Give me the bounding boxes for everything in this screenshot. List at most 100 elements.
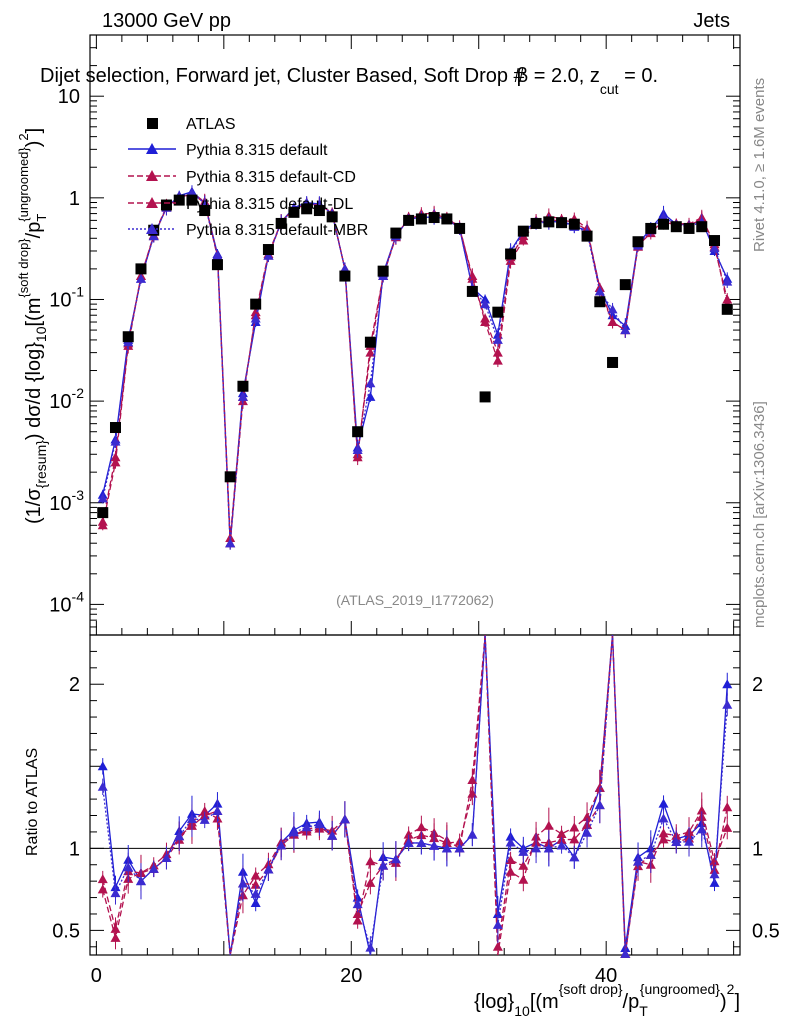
ratio-marker — [237, 878, 248, 888]
ratio-marker — [97, 874, 108, 884]
atlas-point — [441, 213, 453, 225]
legend-label-atlas: ATLAS — [186, 116, 236, 133]
series-line-2 — [102, 193, 728, 539]
atlas-point — [160, 199, 172, 211]
ratio-marker — [250, 888, 261, 898]
atlas-point — [683, 222, 695, 234]
ratio-marker — [288, 827, 299, 837]
legend-label-default: Pythia 8.315 default — [186, 142, 328, 159]
ratio-marker — [301, 822, 312, 832]
ratio-marker — [594, 800, 605, 810]
ratio-marker — [429, 840, 440, 850]
main-series-group — [97, 185, 733, 550]
atlas-point — [517, 225, 529, 237]
ratio-marker — [518, 846, 529, 856]
atlas-point — [301, 203, 313, 215]
x-axis-title: {log}10[(m{soft drop}/pT{ungroomed})2] — [474, 981, 740, 1019]
legend-marker-mbr — [146, 223, 158, 234]
legend-marker-cd — [146, 170, 158, 181]
ratio-marker — [416, 838, 427, 848]
atlas-point — [135, 263, 147, 275]
legend-marker-dl — [146, 197, 158, 208]
ratio-y-tick-label-right: 0.5 — [752, 920, 780, 942]
atlas-point — [696, 221, 708, 233]
series-marker — [186, 187, 197, 197]
ratio-marker — [365, 856, 376, 866]
atlas-point — [250, 298, 262, 310]
header-left: 13000 GeV pp — [102, 10, 231, 32]
atlas-point — [352, 426, 364, 438]
ratio-marker — [467, 788, 478, 798]
ratio-marker — [671, 837, 682, 847]
ratio-marker — [467, 774, 478, 784]
ratio-marker — [658, 813, 669, 823]
ratio-marker — [543, 843, 554, 853]
series-marker — [212, 250, 223, 260]
ratio-marker — [148, 863, 159, 873]
atlas-point — [186, 194, 198, 206]
atlas-point — [122, 331, 134, 343]
ratio-y-tick-label-right: 1 — [752, 838, 763, 860]
ratio-marker — [161, 852, 172, 862]
ratio-marker — [582, 827, 593, 837]
ratio-marker — [378, 860, 389, 870]
ratio-marker — [709, 869, 720, 879]
ratio-marker — [620, 948, 631, 958]
series-marker — [97, 493, 108, 503]
x-tick-label: 0 — [91, 965, 102, 987]
ratio-marker — [314, 819, 325, 829]
ratio-marker — [441, 843, 452, 853]
atlas-point — [505, 248, 517, 260]
x-tick-label: 40 — [595, 965, 617, 987]
series-marker — [110, 452, 121, 462]
atlas-point — [415, 213, 427, 225]
atlas-point — [275, 217, 287, 229]
main-y-axis-title: (1/σ{resum}) dσ/d {log}10[(m{soft drop}/… — [16, 128, 49, 524]
ratio-marker — [645, 849, 656, 859]
series-marker — [110, 436, 121, 446]
series-marker — [352, 445, 363, 455]
x-axis: 0 20 40 — [91, 35, 735, 987]
ratio-marker — [518, 860, 529, 870]
ratio-y-tick-label-right: 2 — [752, 674, 763, 696]
ratio-marker — [403, 837, 414, 847]
ratio-marker — [123, 862, 134, 872]
ratio-series-group — [97, 634, 733, 958]
ratio-marker — [97, 781, 108, 791]
atlas-point — [211, 259, 223, 271]
ratio-marker — [339, 814, 350, 824]
series-marker — [658, 211, 669, 221]
atlas-point — [326, 211, 338, 223]
atlas-point — [658, 218, 670, 230]
series-marker — [620, 325, 631, 335]
atlas-point — [454, 222, 466, 234]
atlas-point — [479, 391, 491, 403]
atlas-point — [377, 265, 389, 277]
legend-label-cd: Pythia 8.315 default-CD — [186, 169, 356, 186]
series-marker — [594, 286, 605, 296]
analysis-id-label: (ATLAS_2019_I1772062) — [336, 592, 494, 608]
ratio-marker — [263, 864, 274, 874]
atlas-point — [709, 235, 721, 247]
series-marker — [97, 516, 108, 526]
series-marker — [480, 313, 491, 323]
atlas-point — [390, 227, 402, 239]
legend: ATLAS Pythia 8.315 default Pythia 8.315 … — [128, 116, 368, 239]
main-y-axis: 10 1 10-1 10-2 10-3 10-4 — [49, 34, 740, 636]
ratio-marker — [569, 852, 580, 862]
legend-label-dl: Pythia 8.315 default-DL — [186, 196, 353, 213]
series-marker — [722, 276, 733, 286]
ratio-marker — [722, 822, 733, 832]
atlas-point — [594, 296, 606, 308]
series-marker — [365, 378, 376, 388]
ratio-line-2 — [102, 634, 728, 956]
ratio-marker — [696, 824, 707, 834]
ratio-marker — [722, 679, 733, 689]
ratio-marker — [199, 814, 210, 824]
ratio-marker — [212, 806, 223, 816]
atlas-point — [568, 218, 580, 230]
series-marker — [225, 538, 236, 548]
header-right: Jets — [693, 10, 730, 32]
ratio-marker — [186, 813, 197, 823]
